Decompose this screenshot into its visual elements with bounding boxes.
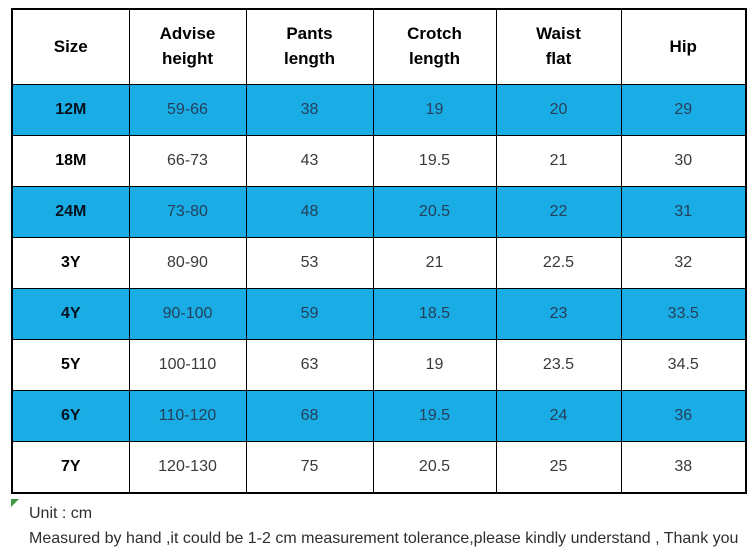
advise-height-cell: 66-73 <box>128 135 247 187</box>
column-header-size: Size <box>11 8 130 85</box>
column-header-waist-flat: Waist flat <box>495 8 622 85</box>
size-chart-table: Size Advise height Pants length Crotch l… <box>11 8 747 494</box>
waist-flat-cell: 25 <box>495 441 622 494</box>
hip-cell: 30 <box>620 135 747 187</box>
pants-length-cell: 38 <box>245 84 374 136</box>
column-header-crotch-length: Crotch length <box>372 8 497 85</box>
column-header-pants-length: Pants length <box>245 8 374 85</box>
pants-length-cell: 43 <box>245 135 374 187</box>
advise-height-cell: 80-90 <box>128 237 247 289</box>
size-cell: 24M <box>11 186 130 238</box>
column-header-advise-height: Advise height <box>128 8 247 85</box>
advise-height-cell: 120-130 <box>128 441 247 494</box>
size-cell: 4Y <box>11 288 130 340</box>
footer-notes: Unit : cm Measured by hand ,it could be … <box>29 501 739 555</box>
pants-length-cell: 53 <box>245 237 374 289</box>
advise-height-cell: 110-120 <box>128 390 247 442</box>
column-header-hip: Hip <box>620 8 747 85</box>
size-cell: 3Y <box>11 237 130 289</box>
pants-length-cell: 63 <box>245 339 374 391</box>
hip-cell: 36 <box>620 390 747 442</box>
crotch-length-cell: 20.5 <box>372 186 497 238</box>
table-row-6y: 6Y 110-120 68 19.5 24 36 <box>11 390 747 442</box>
size-cell: 12M <box>11 84 130 136</box>
crotch-length-cell: 18.5 <box>372 288 497 340</box>
pants-length-cell: 59 <box>245 288 374 340</box>
advise-height-cell: 100-110 <box>128 339 247 391</box>
waist-flat-cell: 20 <box>495 84 622 136</box>
hip-cell: 38 <box>620 441 747 494</box>
table-row-18m: 18M 66-73 43 19.5 21 30 <box>11 135 747 187</box>
crotch-length-cell: 21 <box>372 237 497 289</box>
advise-height-cell: 59-66 <box>128 84 247 136</box>
tolerance-note: Measured by hand ,it could be 1-2 cm mea… <box>29 530 739 547</box>
hip-cell: 34.5 <box>620 339 747 391</box>
crotch-length-cell: 19.5 <box>372 135 497 187</box>
table-row-12m: 12M 59-66 38 19 20 29 <box>11 84 747 136</box>
size-cell: 18M <box>11 135 130 187</box>
table-row-3y: 3Y 80-90 53 21 22.5 32 <box>11 237 747 289</box>
table-row-4y: 4Y 90-100 59 18.5 23 33.5 <box>11 288 747 340</box>
waist-flat-cell: 22.5 <box>495 237 622 289</box>
hip-cell: 31 <box>620 186 747 238</box>
hip-cell: 33.5 <box>620 288 747 340</box>
size-cell: 5Y <box>11 339 130 391</box>
crotch-length-cell: 19 <box>372 84 497 136</box>
size-cell: 6Y <box>11 390 130 442</box>
waist-flat-cell: 23.5 <box>495 339 622 391</box>
advise-height-cell: 90-100 <box>128 288 247 340</box>
advise-height-cell: 73-80 <box>128 186 247 238</box>
table-row-24m: 24M 73-80 48 20.5 22 31 <box>11 186 747 238</box>
hip-cell: 29 <box>620 84 747 136</box>
waist-flat-cell: 23 <box>495 288 622 340</box>
table-row-7y: 7Y 120-130 75 20.5 25 38 <box>11 441 747 494</box>
table-row-5y: 5Y 100-110 63 19 23.5 34.5 <box>11 339 747 391</box>
green-corner-marker <box>11 499 19 507</box>
hip-cell: 32 <box>620 237 747 289</box>
crotch-length-cell: 20.5 <box>372 441 497 494</box>
unit-label: Unit : cm <box>29 505 93 522</box>
waist-flat-cell: 24 <box>495 390 622 442</box>
pants-length-cell: 75 <box>245 441 374 494</box>
waist-flat-cell: 22 <box>495 186 622 238</box>
size-cell: 7Y <box>11 441 130 494</box>
pants-length-cell: 68 <box>245 390 374 442</box>
crotch-length-cell: 19.5 <box>372 390 497 442</box>
pants-length-cell: 48 <box>245 186 374 238</box>
waist-flat-cell: 21 <box>495 135 622 187</box>
crotch-length-cell: 19 <box>372 339 497 391</box>
header-row: Size Advise height Pants length Crotch l… <box>11 8 747 85</box>
